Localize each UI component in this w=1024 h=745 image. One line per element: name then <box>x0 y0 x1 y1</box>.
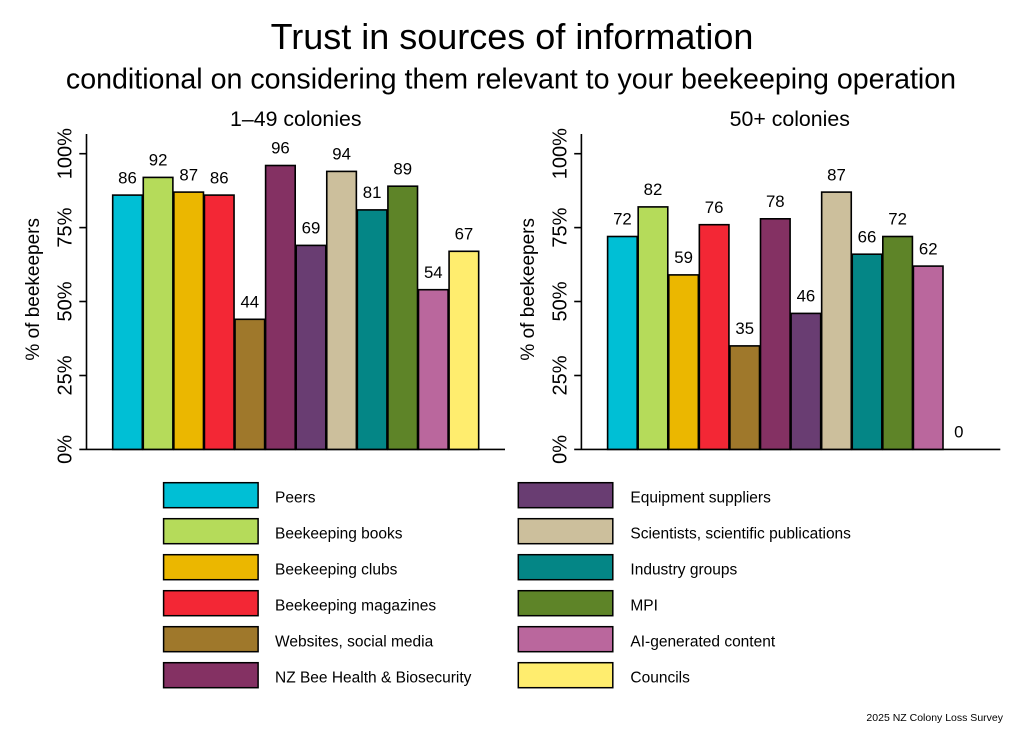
svg-text:25%: 25% <box>54 355 76 395</box>
svg-text:62: 62 <box>919 239 938 258</box>
svg-text:AI-generated content: AI-generated content <box>630 633 775 650</box>
svg-text:% of beekeepers: % of beekeepers <box>518 218 539 361</box>
svg-text:Beekeeping books: Beekeeping books <box>275 525 403 542</box>
svg-text:72: 72 <box>613 210 632 229</box>
svg-text:50%: 50% <box>549 281 571 321</box>
svg-text:% of beekeepers: % of beekeepers <box>23 218 44 361</box>
svg-text:54: 54 <box>424 263 443 282</box>
svg-text:66: 66 <box>858 227 877 246</box>
svg-text:75%: 75% <box>54 207 76 247</box>
svg-text:Councils: Councils <box>630 669 690 686</box>
svg-text:69: 69 <box>302 219 321 238</box>
svg-text:92: 92 <box>149 151 168 170</box>
svg-text:1–49 colonies: 1–49 colonies <box>230 107 361 131</box>
svg-text:0: 0 <box>954 423 963 442</box>
svg-text:100%: 100% <box>54 128 76 179</box>
svg-text:59: 59 <box>674 248 693 267</box>
svg-text:89: 89 <box>393 159 412 178</box>
svg-text:NZ Bee Health & Biosecurity: NZ Bee Health & Biosecurity <box>275 669 472 686</box>
svg-text:0%: 0% <box>549 435 571 464</box>
svg-text:Scientists, scientific publica: Scientists, scientific publications <box>630 525 851 542</box>
svg-text:Industry groups: Industry groups <box>630 561 737 578</box>
svg-text:94: 94 <box>332 145 351 164</box>
svg-text:78: 78 <box>766 192 785 211</box>
svg-text:76: 76 <box>705 198 724 217</box>
svg-text:0%: 0% <box>54 435 76 464</box>
svg-text:87: 87 <box>179 165 198 184</box>
svg-text:2025 NZ Colony Loss Survey: 2025 NZ Colony Loss Survey <box>866 712 1003 724</box>
svg-text:67: 67 <box>455 225 474 244</box>
svg-text:Beekeeping magazines: Beekeeping magazines <box>275 597 436 614</box>
svg-text:Websites, social media: Websites, social media <box>275 633 434 650</box>
svg-text:conditional on considering the: conditional on considering them relevant… <box>66 64 956 96</box>
svg-text:Peers: Peers <box>275 489 316 506</box>
svg-text:MPI: MPI <box>630 597 658 614</box>
svg-text:72: 72 <box>888 210 907 229</box>
svg-text:44: 44 <box>240 293 259 312</box>
svg-text:Equipment suppliers: Equipment suppliers <box>630 489 771 506</box>
svg-text:46: 46 <box>797 287 816 306</box>
svg-text:87: 87 <box>827 165 846 184</box>
svg-text:Trust in sources of informatio: Trust in sources of information <box>271 16 754 57</box>
svg-text:82: 82 <box>644 180 663 199</box>
svg-text:75%: 75% <box>549 207 571 247</box>
svg-text:86: 86 <box>118 168 137 187</box>
svg-text:50%: 50% <box>54 281 76 321</box>
svg-text:100%: 100% <box>549 128 571 179</box>
svg-text:50+ colonies: 50+ colonies <box>730 107 850 131</box>
svg-text:25%: 25% <box>549 355 571 395</box>
svg-text:86: 86 <box>210 168 229 187</box>
svg-text:96: 96 <box>271 139 290 158</box>
svg-text:81: 81 <box>363 183 382 202</box>
svg-text:35: 35 <box>735 319 754 338</box>
svg-text:Beekeeping clubs: Beekeeping clubs <box>275 561 398 578</box>
